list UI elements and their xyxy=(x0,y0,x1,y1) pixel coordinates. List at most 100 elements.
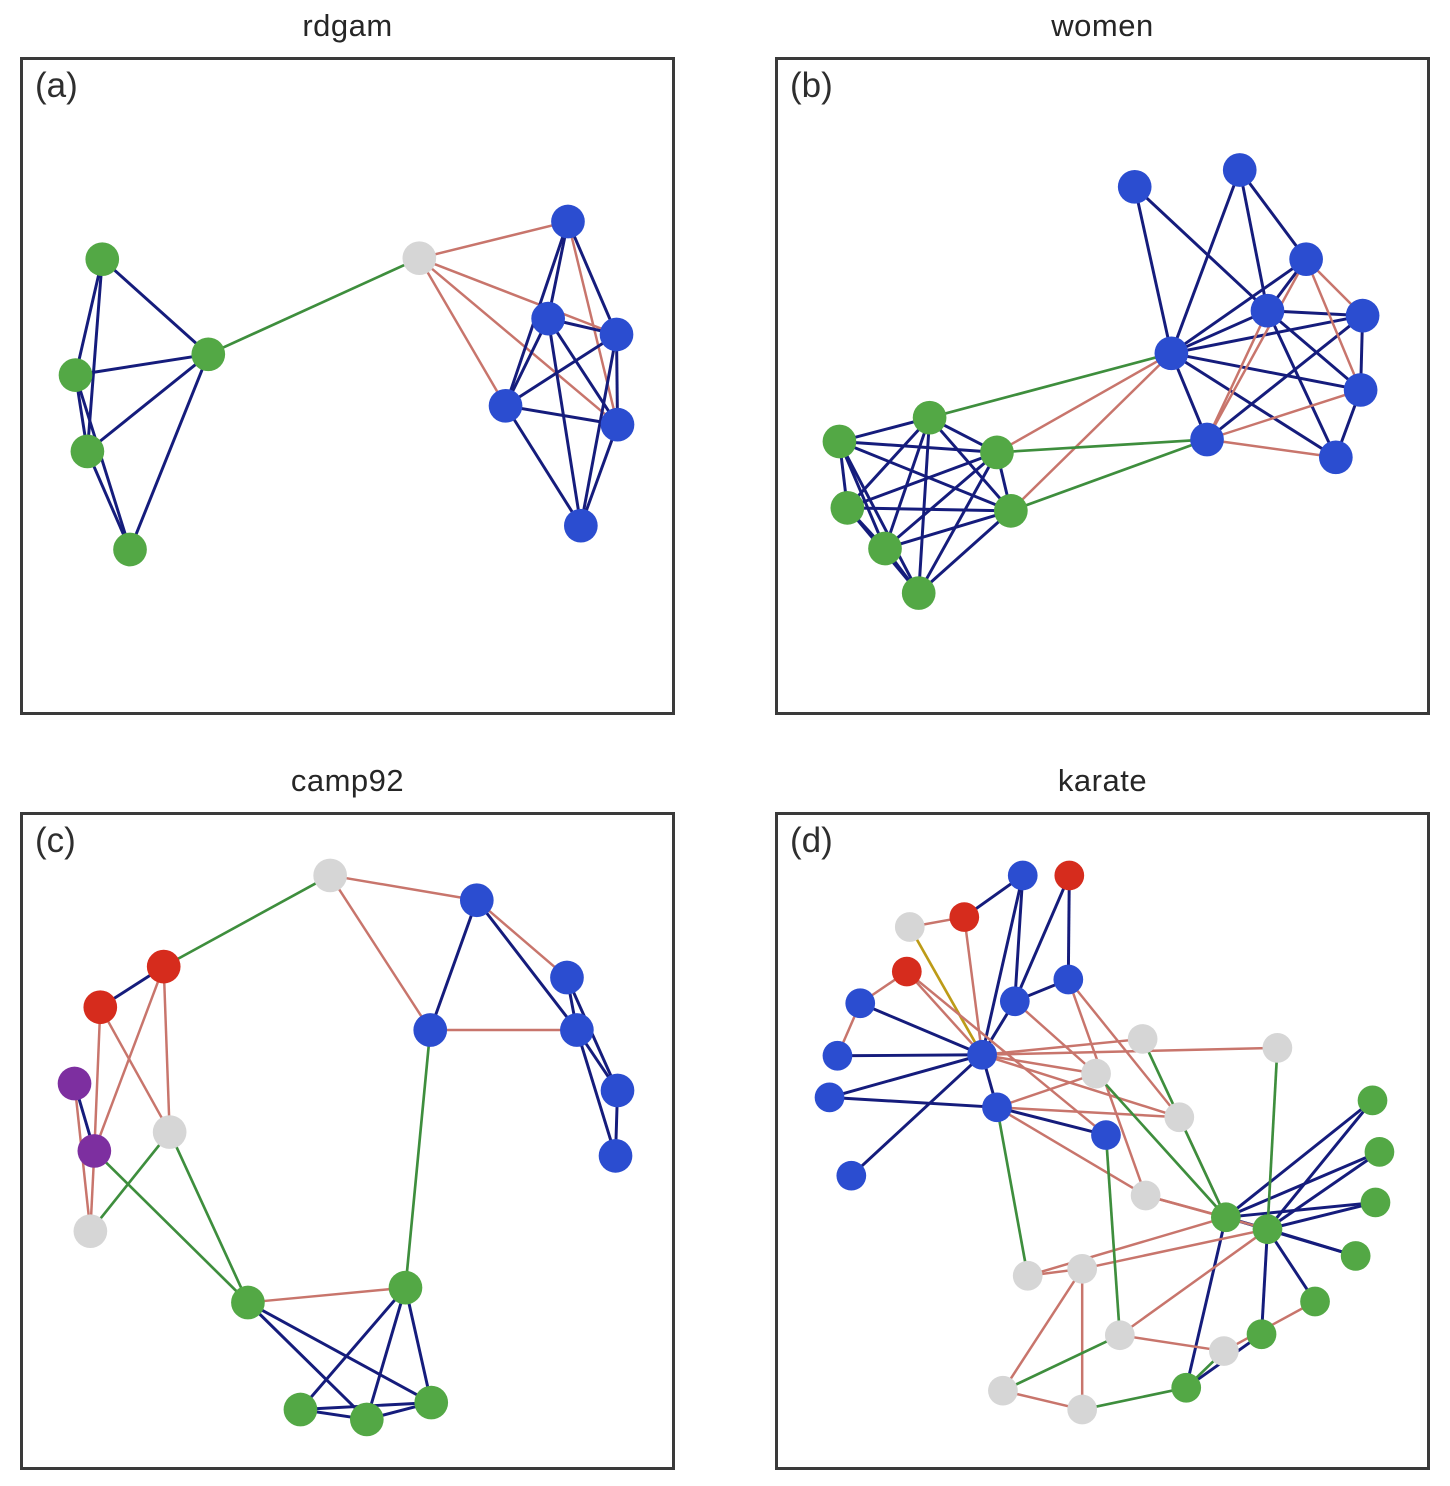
edge-x1-b5 xyxy=(418,257,619,426)
edge-bb4-bb7 xyxy=(1266,309,1362,392)
edge-b3-b4 xyxy=(504,333,618,408)
edge-d2-d8 xyxy=(1066,875,1071,980)
edge-d2-d7 xyxy=(1013,874,1071,1002)
edge-g2-x1 xyxy=(207,256,420,356)
edge-gb1-gb5 xyxy=(883,417,932,549)
edge-d8-d17 xyxy=(1067,978,1181,1118)
edge-d15-d20 xyxy=(1095,1072,1227,1219)
node-d14 xyxy=(1091,1120,1121,1150)
node-d23 xyxy=(1364,1137,1395,1167)
edge-d29-d21 xyxy=(1081,1227,1268,1271)
edge-bb1-bb6 xyxy=(1133,186,1173,354)
edge-gb1-bb6 xyxy=(929,352,1172,419)
node-d29 xyxy=(1067,1253,1098,1284)
edge-cg1-cg5 xyxy=(247,1301,432,1404)
edge-g4-g5 xyxy=(86,450,132,551)
node-cb4 xyxy=(560,1013,594,1047)
edge-d12-d17 xyxy=(996,1106,1180,1119)
edge-cb4-cb6 xyxy=(575,1029,617,1157)
node-cp1 xyxy=(57,1066,92,1101)
edge-cx1-cb3 xyxy=(329,874,432,1031)
node-d12 xyxy=(982,1092,1012,1123)
node-d25 xyxy=(1340,1241,1371,1271)
edge-bb3-bb7 xyxy=(1304,258,1362,391)
edge-d18-d21 xyxy=(1266,1047,1279,1230)
node-g1 xyxy=(85,242,120,277)
edge-bb5-bb6 xyxy=(1171,314,1363,355)
edge-gb2-gb6 xyxy=(838,440,1012,513)
edge-bb1-bb4 xyxy=(1133,185,1269,312)
panel-a: (a) xyxy=(20,57,675,715)
edge-d11-d18 xyxy=(982,1046,1278,1057)
node-d6 xyxy=(845,988,876,1019)
edge-d11-d17 xyxy=(981,1053,1180,1119)
edge-gb3-gb5 xyxy=(884,451,998,550)
edge-g2-g3 xyxy=(75,352,209,377)
node-g2 xyxy=(191,337,226,372)
node-d32 xyxy=(1067,1394,1098,1425)
node-d2 xyxy=(1054,860,1085,891)
edge-d20-d34 xyxy=(1184,1216,1228,1389)
panel-b: (b) xyxy=(775,57,1430,715)
node-d28 xyxy=(1012,1260,1043,1291)
edge-bb2-bb3 xyxy=(1238,169,1308,261)
panel-d: (d) xyxy=(775,812,1430,1470)
node-d9 xyxy=(822,1040,853,1071)
node-d16 xyxy=(1127,1024,1158,1054)
edge-gb3-bb6 xyxy=(996,352,1172,454)
node-d10 xyxy=(814,1082,845,1113)
edge-b1-b5 xyxy=(566,221,619,425)
edge-d21-d24 xyxy=(1267,1200,1376,1231)
node-cg5 xyxy=(414,1385,449,1420)
edge-cb1-cb3 xyxy=(428,899,479,1031)
node-cb1 xyxy=(459,883,494,918)
node-d26 xyxy=(1300,1286,1330,1317)
edge-gb6-bb8 xyxy=(1010,438,1208,513)
edge-cx2-cx3 xyxy=(89,1131,171,1233)
node-d27 xyxy=(1246,1319,1277,1350)
node-d17 xyxy=(1164,1102,1195,1133)
edge-d21-d23 xyxy=(1266,1150,1381,1231)
edge-d19-d21 xyxy=(1145,1194,1268,1231)
panel-title-c: camp92 xyxy=(290,763,405,798)
panel-label-b: (b) xyxy=(790,66,833,105)
edge-d1-d7 xyxy=(1013,875,1025,1002)
edge-d14-d30 xyxy=(1104,1134,1122,1336)
edge-d20-d24 xyxy=(1225,1200,1376,1219)
edge-cr1-cx2 xyxy=(162,966,171,1133)
node-d18 xyxy=(1262,1032,1293,1063)
edge-d10-d12 xyxy=(829,1095,998,1109)
edge-d9-d11 xyxy=(837,1053,983,1058)
edge-d12-d28 xyxy=(995,1107,1030,1276)
edge-gb6-bb6 xyxy=(1009,352,1173,512)
edge-d30-d21 xyxy=(1119,1228,1269,1337)
edge-cx1-cr1 xyxy=(163,874,331,968)
node-d13 xyxy=(836,1160,867,1191)
node-cg1 xyxy=(231,1285,265,1320)
edge-d5-d11 xyxy=(905,970,984,1056)
network-graph-b xyxy=(822,153,1380,610)
edge-bb6-bb9 xyxy=(1170,352,1337,459)
node-cg2 xyxy=(388,1270,423,1305)
panel-c: (c) xyxy=(20,812,675,1470)
node-bb2 xyxy=(1222,153,1257,187)
node-gb4 xyxy=(830,491,865,525)
edge-d20-d22 xyxy=(1224,1099,1374,1219)
edge-d28-d20 xyxy=(1027,1216,1227,1277)
edge-x1-b4 xyxy=(418,257,507,407)
edge-bb3-bb8 xyxy=(1205,258,1308,441)
edge-bb2-bb6 xyxy=(1169,169,1242,354)
node-b2 xyxy=(531,301,565,336)
edge-d21-d22 xyxy=(1266,1099,1374,1231)
edge-cg2-cg5 xyxy=(404,1287,433,1403)
edge-d21-d27 xyxy=(1260,1229,1269,1335)
node-cr2 xyxy=(83,990,118,1025)
node-g3 xyxy=(58,358,93,392)
node-d1 xyxy=(1007,860,1038,891)
node-d8 xyxy=(1053,964,1084,995)
node-bb6 xyxy=(1154,336,1189,371)
edge-cr2-cp2 xyxy=(93,1007,102,1151)
edge-cx2-cg1 xyxy=(168,1131,250,1304)
edge-cb1-cb2 xyxy=(475,899,568,979)
edge-bb4-bb6 xyxy=(1170,309,1269,355)
